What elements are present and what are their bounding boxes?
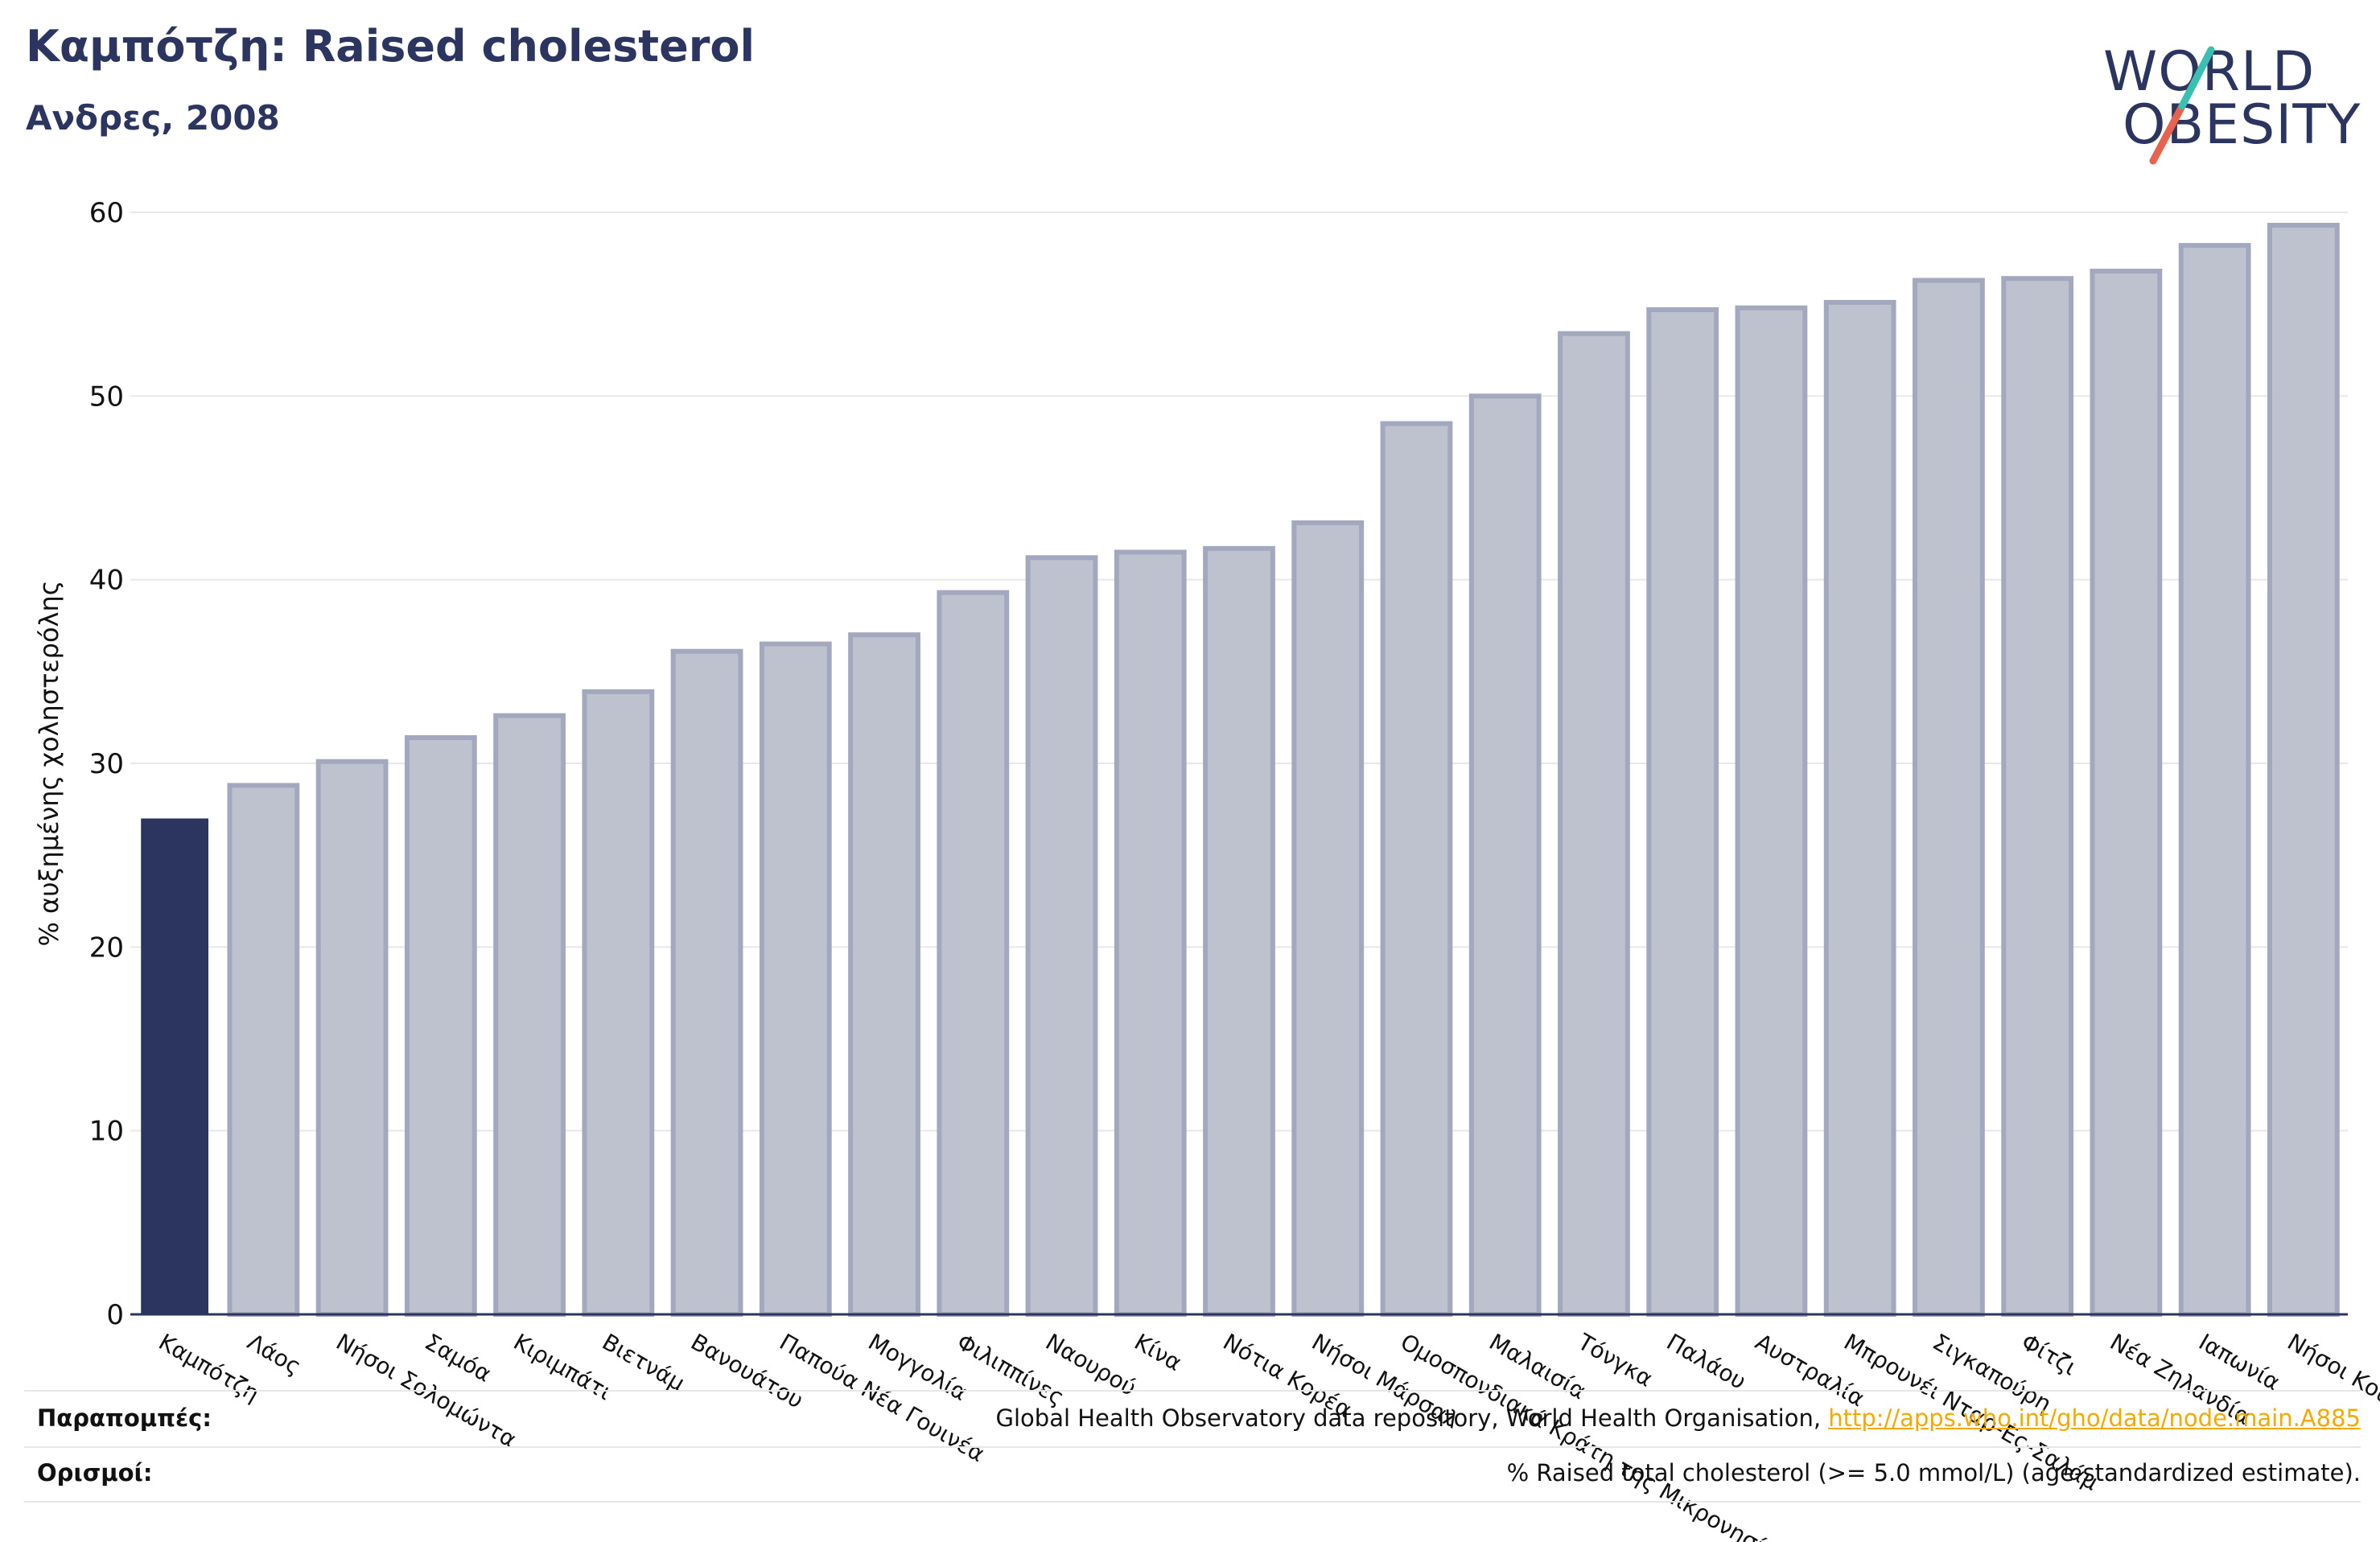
references-text: Global Health Observatory data repositor… (995, 1404, 1829, 1432)
bar (493, 713, 566, 1317)
page-subtitle: Ανδρες, 2008 (26, 98, 280, 138)
bar (582, 689, 655, 1317)
definitions-label: Ορισμοί: (37, 1459, 153, 1486)
bar (2267, 222, 2340, 1318)
bar (1646, 307, 1719, 1317)
bar (315, 759, 389, 1317)
footer-references-row: Παραπομπές: Global Health Observatory da… (24, 1390, 2361, 1448)
bar (848, 632, 920, 1317)
logo-slash-icon (2149, 46, 2215, 165)
bar (1468, 393, 1542, 1317)
bar (1291, 520, 1365, 1317)
bar (1735, 305, 1808, 1318)
bar (2178, 243, 2251, 1318)
bar (1114, 549, 1187, 1317)
y-tick-label: 10 (89, 1116, 124, 1148)
y-tick-label: 40 (89, 565, 124, 597)
y-tick-label: 0 (106, 1299, 124, 1331)
bar (759, 641, 832, 1317)
definitions-text: % Raised total cholesterol (>= 5.0 mmol/… (1506, 1459, 2361, 1486)
references-link[interactable]: http://apps.who.int/gho/data/node.main.A… (1828, 1404, 2361, 1432)
page-title: Καμπότζη: Raised cholesterol (26, 21, 755, 72)
y-tick-label: 50 (89, 380, 124, 413)
world-obesity-logo: WORLD OBESITY (2092, 23, 2366, 167)
bar (1025, 555, 1098, 1317)
bar (227, 783, 300, 1317)
y-axis-title: % αυξημένης χοληστερόλης (34, 580, 64, 946)
x-tick-label: Κίνα (1130, 1328, 1186, 1376)
references-label: Παραπομπές: (37, 1404, 212, 1432)
bar (404, 735, 477, 1317)
x-tick-label: Λάος (243, 1328, 306, 1380)
x-tick-label: Παλάου (1662, 1328, 1751, 1395)
y-tick-label: 30 (89, 748, 124, 780)
y-tick-label: 60 (89, 197, 124, 229)
bar (937, 590, 1010, 1317)
bar (1823, 299, 1896, 1318)
bar (1913, 278, 1985, 1318)
references-value: Global Health Observatory data repositor… (996, 1404, 2361, 1432)
bar (1203, 545, 1275, 1317)
bar (1558, 331, 1630, 1318)
bar (1380, 421, 1453, 1317)
y-tick-label: 20 (89, 931, 124, 964)
footer-definitions-row: Ορισμοί: % Raised total cholesterol (>= … (24, 1446, 2361, 1503)
bar (2001, 276, 2074, 1318)
x-tick-label: Φίτζι (2017, 1328, 2081, 1380)
bar (670, 648, 743, 1317)
bar (141, 818, 209, 1314)
bar (2090, 269, 2163, 1318)
